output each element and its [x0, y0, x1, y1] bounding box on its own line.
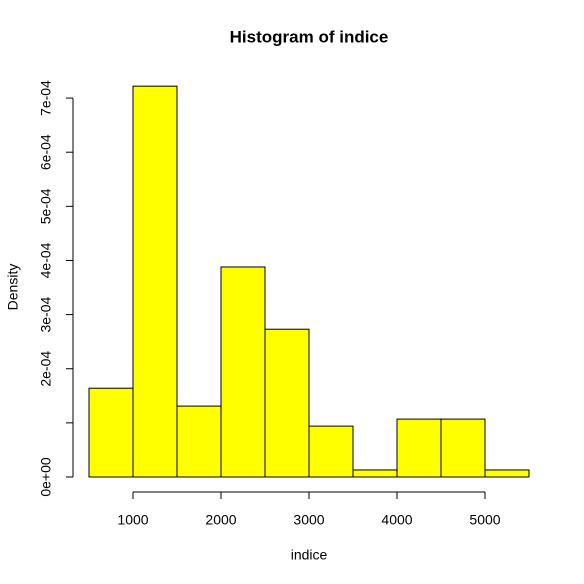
y-tick-label: 0e+00 [38, 457, 54, 497]
bar [440, 418, 486, 478]
x-tick-label: 2000 [205, 512, 236, 528]
y-tick-label: 7e-04 [38, 80, 54, 116]
bar [176, 405, 222, 478]
y-tick-label: 3e-04 [38, 296, 54, 332]
y-tick-label: 4e-04 [38, 242, 54, 278]
y-tick-label: 2e-04 [38, 351, 54, 387]
x-tick-label: 4000 [381, 512, 412, 528]
x-axis-label: indice [291, 547, 328, 563]
chart-title: Histogram of indice [230, 27, 389, 46]
bar [220, 266, 266, 478]
bar [352, 469, 398, 478]
x-tick-label: 1000 [117, 512, 148, 528]
bar [132, 85, 178, 478]
bar [308, 425, 354, 478]
bar [484, 469, 530, 478]
y-tick-label: 5e-04 [38, 188, 54, 224]
y-tick-label: 6e-04 [38, 134, 54, 170]
y-axis-label: Density [5, 264, 21, 311]
x-tick-label: 3000 [293, 512, 324, 528]
bar [396, 418, 442, 478]
bar [264, 328, 310, 478]
bar [88, 387, 134, 478]
x-tick-label: 5000 [469, 512, 500, 528]
